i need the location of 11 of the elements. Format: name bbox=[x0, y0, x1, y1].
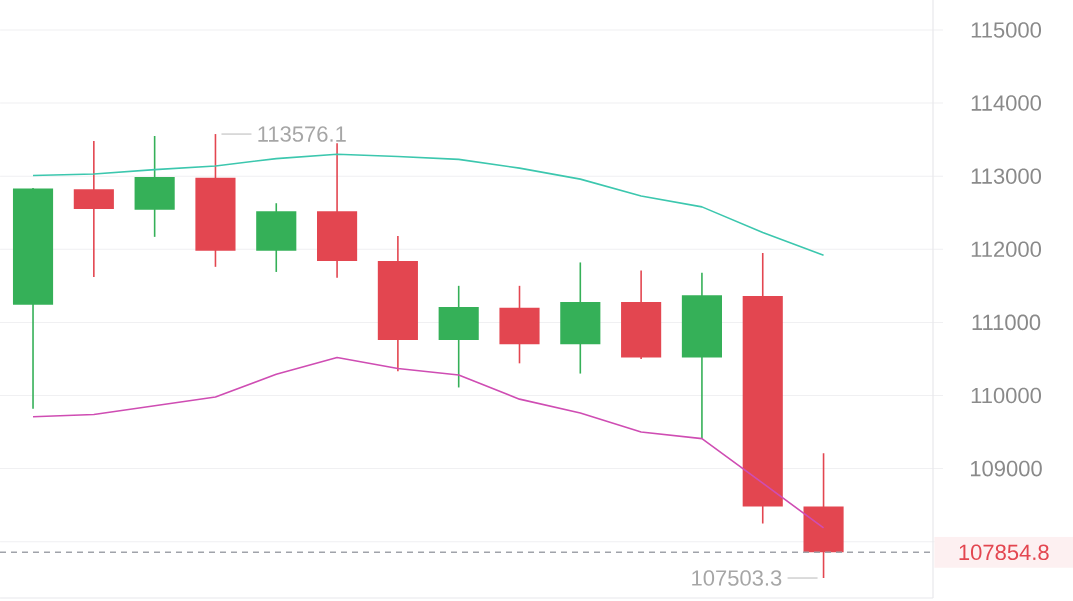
y-tick-label: 115000 bbox=[971, 22, 1042, 38]
annotation: 113576.1 bbox=[258, 126, 346, 142]
y-tick-label: 110000 bbox=[971, 387, 1042, 404]
y-tick-label: 113000 bbox=[971, 168, 1042, 184]
line-series bbox=[32, 153, 825, 256]
y-tick-label: 114000 bbox=[971, 95, 1042, 111]
y-tick-label: 112000 bbox=[971, 241, 1042, 258]
y-tick-label: 109000 bbox=[970, 460, 1042, 477]
y-tick-label: 111000 bbox=[972, 314, 1041, 331]
ref-line-label: 107854.8 bbox=[959, 544, 1049, 561]
annotation: 107503.3 bbox=[692, 570, 782, 586]
